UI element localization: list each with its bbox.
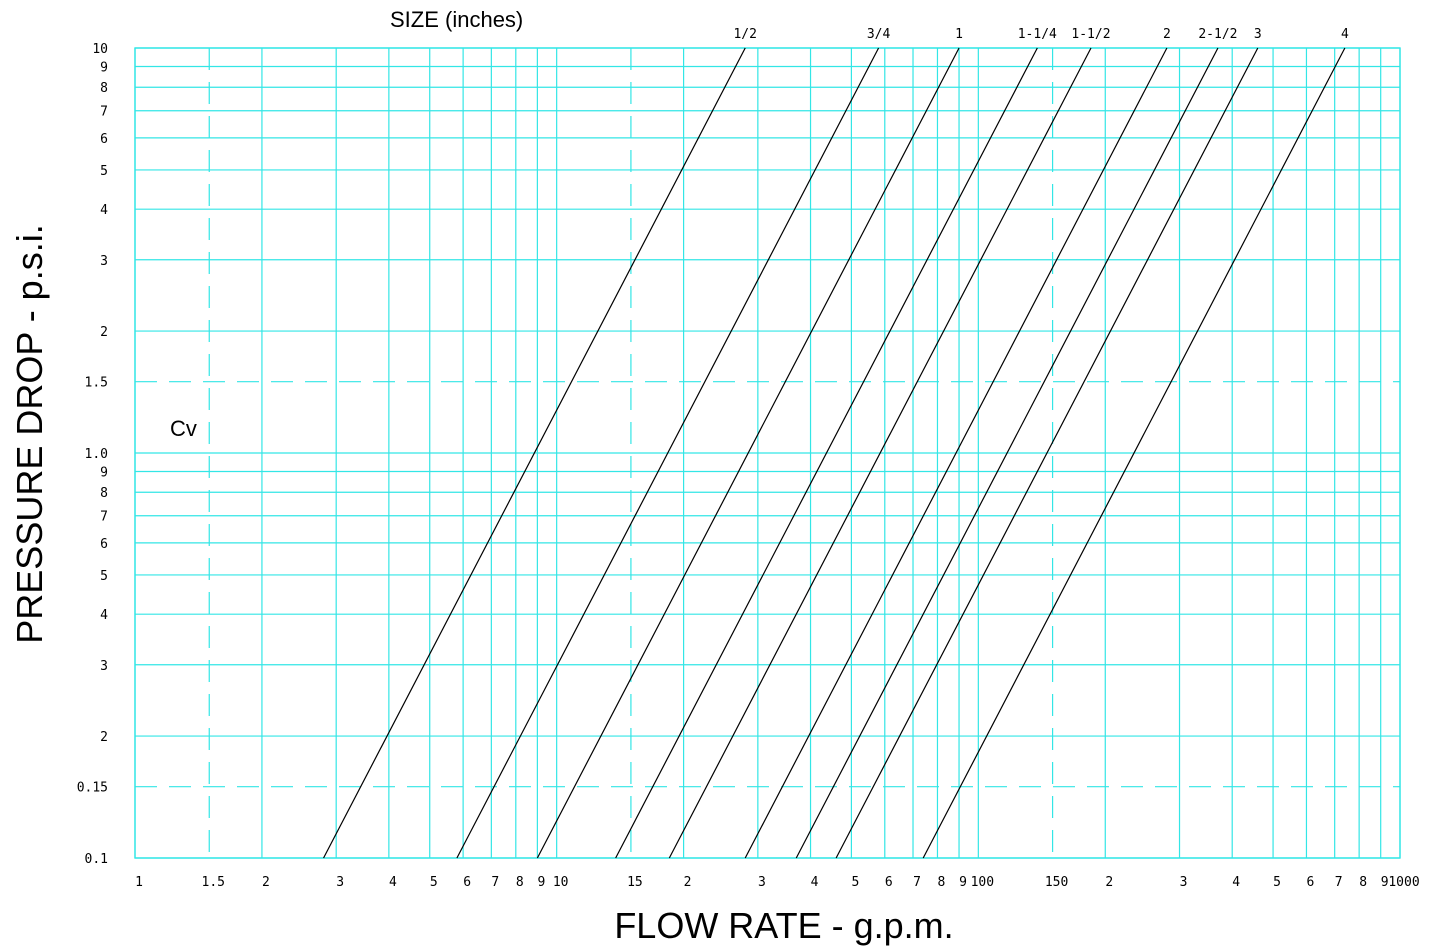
- y-tick-label: 9: [100, 61, 108, 76]
- y-tick-label: 8: [100, 486, 108, 501]
- y-tick-label: 2: [100, 730, 108, 745]
- x-tick-label: 3: [758, 875, 766, 890]
- x-tick-label: 1000: [1388, 875, 1419, 890]
- cv-annotation: Cv: [170, 416, 197, 441]
- y-tick-label: 10: [92, 42, 108, 57]
- y-tick-label: 3: [100, 659, 108, 674]
- size-label: 2: [1163, 27, 1171, 42]
- size-label: 3: [1254, 27, 1262, 42]
- x-tick-labels: 1 1.5 2 3 4 5 6 7 8 9 10 15 2 3 4 5 6 7 8 9 100 150 2 3 4 5 6 7 8 9 10…: [135, 875, 1420, 890]
- x-tick-label: 4: [389, 875, 397, 890]
- y-tick-label: 7: [100, 510, 108, 525]
- series-lines: [323, 47, 1346, 859]
- x-tick-label: 4: [1232, 875, 1240, 890]
- x-tick-label: 9: [1381, 875, 1389, 890]
- x-tick-label: 5: [430, 875, 438, 890]
- x-tick-label: 9: [537, 875, 545, 890]
- x-tick-label: 4: [811, 875, 819, 890]
- y-tick-label: 1.5: [85, 376, 108, 391]
- x-tick-label: 7: [913, 875, 921, 890]
- x-tick-label: 8: [516, 875, 524, 890]
- y-tick-label: 4: [100, 608, 108, 623]
- size-label: 2-1/2: [1198, 27, 1237, 42]
- x-tick-label: 1.5: [202, 875, 225, 890]
- x-tick-label: 6: [463, 875, 471, 890]
- y-axis-title: PRESSURE DROP - p.s.i.: [9, 224, 50, 643]
- series-line-1: [536, 47, 960, 859]
- grid: [134, 47, 1401, 859]
- x-tick-label: 100: [971, 875, 994, 890]
- x-tick-label: 3: [336, 875, 344, 890]
- series-line-2-1/2: [795, 47, 1219, 859]
- x-tick-label: 6: [1307, 875, 1315, 890]
- size-label: 1: [955, 27, 963, 42]
- size-label: 3/4: [867, 27, 891, 42]
- y-tick-label: 8: [100, 81, 108, 96]
- y-tick-label: 0.1: [85, 852, 108, 867]
- size-labels: 1/2 3/4 1 1-1/4 1-1/2 2 2-1/2 3 4: [733, 27, 1348, 42]
- size-label: 1-1/2: [1071, 27, 1110, 42]
- y-tick-label: 7: [100, 105, 108, 120]
- y-tick-label: 5: [100, 164, 108, 179]
- x-tick-label: 2: [1105, 875, 1113, 890]
- series-line-1/2: [323, 47, 746, 859]
- y-tick-label: 9: [100, 466, 108, 481]
- chart-title: SIZE (inches): [390, 7, 523, 32]
- y-tick-label: 6: [100, 132, 108, 147]
- x-tick-label: 15: [627, 875, 643, 890]
- series-line-1-1/4: [615, 47, 1038, 859]
- x-tick-label: 1: [135, 875, 143, 890]
- x-axis-title: FLOW RATE - g.p.m.: [614, 905, 953, 946]
- x-tick-label: 5: [851, 875, 859, 890]
- y-tick-label: 4: [100, 203, 108, 218]
- y-tick-labels: 0.1 0.15 2 3 4 5 6 7 8 9 1.0 1.5 2 3 4 5 6 7 8 9 10: [77, 42, 108, 867]
- x-tick-label: 8: [1359, 875, 1367, 890]
- size-label: 1-1/4: [1018, 27, 1057, 42]
- series-line-3: [835, 47, 1259, 859]
- size-label: 4: [1341, 27, 1349, 42]
- x-tick-label: 2: [262, 875, 270, 890]
- y-tick-label: 1.0: [85, 447, 108, 462]
- size-label: 1/2: [733, 27, 756, 42]
- series-line-3/4: [456, 47, 880, 859]
- series-line-1-1/2: [668, 47, 1092, 859]
- x-tick-label: 7: [491, 875, 499, 890]
- x-tick-label: 2: [684, 875, 692, 890]
- y-tick-label: 3: [100, 254, 108, 269]
- x-tick-label: 10: [553, 875, 569, 890]
- y-tick-label: 6: [100, 537, 108, 552]
- y-tick-label: 5: [100, 569, 108, 584]
- y-tick-label: 0.15: [77, 781, 108, 796]
- plot-border: [134, 47, 1401, 859]
- x-tick-label: 3: [1180, 875, 1188, 890]
- x-tick-label: 150: [1045, 875, 1068, 890]
- x-tick-label: 5: [1273, 875, 1281, 890]
- x-tick-label: 6: [885, 875, 893, 890]
- x-tick-label: 7: [1335, 875, 1343, 890]
- x-tick-label: 8: [938, 875, 946, 890]
- x-tick-label: 9: [959, 875, 967, 890]
- series-line-4: [922, 47, 1346, 859]
- series-line-2: [744, 47, 1168, 859]
- y-tick-label: 2: [100, 325, 108, 340]
